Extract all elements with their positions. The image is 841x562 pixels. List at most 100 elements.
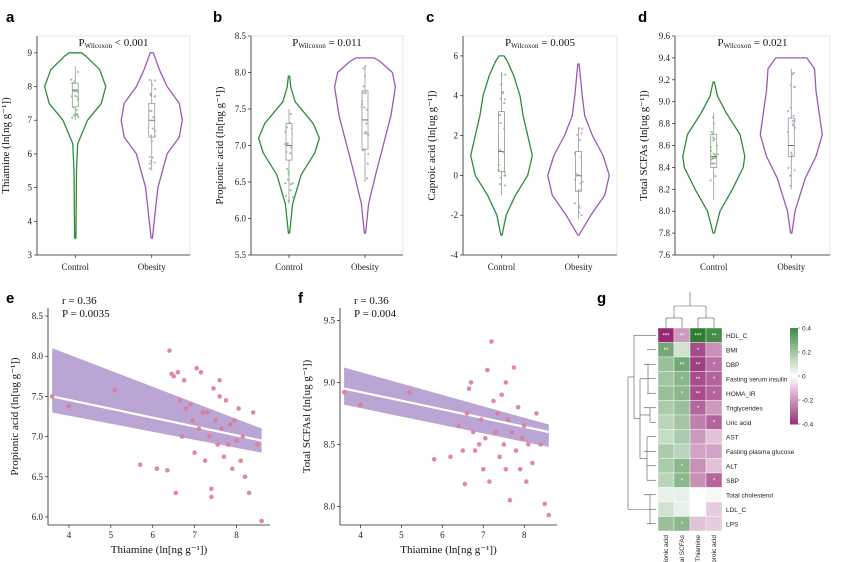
- scatter-point: [493, 429, 498, 435]
- scatter-point: [209, 486, 214, 492]
- scatter-point: [227, 422, 233, 427]
- scatter-point: [154, 466, 160, 472]
- y-tick-label: 5.5: [235, 250, 247, 260]
- jitter-point: [70, 78, 73, 81]
- jitter-point: [714, 156, 717, 160]
- row-label: Fasting serum insulin: [726, 376, 788, 383]
- column-label: Propionic acid: [663, 535, 670, 562]
- jitter-point: [148, 78, 151, 82]
- heatmap-cell: [705, 400, 723, 416]
- jitter-point: [789, 84, 792, 87]
- significance-mark: **: [712, 333, 717, 339]
- jitter-point: [576, 133, 579, 137]
- jitter-point: [286, 142, 289, 145]
- y-tick-label: 6: [454, 51, 459, 61]
- scatter-point: [509, 429, 515, 435]
- heatmap-cell: [705, 342, 723, 358]
- scatter-point: [171, 374, 176, 379]
- row-label: SBP: [726, 478, 739, 485]
- significance-mark: **: [680, 362, 685, 368]
- y-tick-label: 7.5: [32, 391, 44, 401]
- significance-mark: *: [713, 420, 716, 426]
- colorbar-tick-label: -0.4: [802, 422, 814, 429]
- scatter-chart-e: 4 5 6 7 8 6.0 6.5 7.0 7.5 8.0 8.5 r = 0.36P = 0.003…: [9, 295, 270, 556]
- scatter-point: [200, 410, 206, 415]
- scatter-point: [167, 348, 172, 353]
- jitter-point: [791, 119, 794, 123]
- colorbar-segment: [790, 334, 798, 337]
- jitter-point: [504, 184, 507, 187]
- colorbar-segment: [790, 390, 798, 393]
- scatter-point: [542, 501, 547, 507]
- scatter-point: [192, 450, 197, 456]
- colorbar-segment: [790, 368, 798, 371]
- scatter-point: [194, 366, 199, 371]
- jitter-point: [573, 202, 576, 205]
- jitter-point: [289, 112, 292, 116]
- jitter-point: [148, 167, 151, 170]
- scatter-point: [503, 380, 509, 385]
- correlation-p: P = 0.0035: [62, 308, 110, 320]
- scatter-point: [483, 435, 488, 441]
- jitter-point: [789, 106, 792, 109]
- correlation-r: r = 0.36: [62, 295, 97, 307]
- jitter-point: [499, 149, 502, 152]
- jitter-point: [76, 98, 79, 101]
- scatter-point: [175, 370, 181, 375]
- scatter-point: [49, 394, 55, 399]
- scatter-point: [358, 402, 363, 408]
- jitter-point: [712, 152, 715, 155]
- x-tick-label: Obesity: [565, 262, 593, 272]
- y-tick-label: 6: [28, 149, 33, 159]
- scatter-point: [204, 410, 210, 415]
- y-tick-label: 9.4: [659, 53, 671, 63]
- regression-line: [51, 395, 262, 442]
- scatter-point: [211, 386, 216, 391]
- colorbar-segment: [790, 358, 798, 361]
- colorbar-segment: [790, 348, 798, 351]
- row-label: HOMA_IR: [726, 391, 756, 398]
- scatter-point: [137, 462, 143, 468]
- heatmap-cell: [657, 501, 675, 517]
- heatmap-cell: [689, 516, 707, 532]
- heatmap-cell: [689, 414, 707, 430]
- jitter-point: [367, 152, 370, 156]
- jitter-point: [290, 127, 293, 130]
- scatter-point: [190, 418, 195, 423]
- scatter-point: [179, 434, 185, 439]
- scatter-point: [481, 466, 486, 472]
- colorbar-segment: [790, 346, 798, 349]
- panel-label-a: a: [6, 9, 15, 26]
- jitter-point: [362, 91, 365, 94]
- colorbar-segment: [790, 352, 798, 355]
- heatmap-cell: [657, 371, 675, 387]
- y-tick-label: -2: [451, 210, 459, 220]
- jitter-point: [786, 109, 790, 113]
- significance-mark: *: [697, 406, 700, 412]
- jitter-point: [793, 119, 797, 122]
- y-tick-label: 7.0: [32, 432, 44, 442]
- row-label: Triglycerides: [726, 405, 763, 412]
- jitter-point: [76, 70, 80, 74]
- scatter-point: [217, 378, 222, 383]
- heatmap-cell: [673, 501, 691, 517]
- jitter-point: [289, 152, 292, 155]
- jitter-point: [153, 161, 156, 164]
- y-tick-label: 8.0: [659, 206, 671, 216]
- scatter-point: [511, 365, 517, 370]
- scatter-point: [238, 458, 243, 464]
- jitter-point: [150, 109, 153, 113]
- scatter-point: [219, 426, 225, 431]
- y-tick-label: 8.4: [659, 162, 671, 172]
- jitter-point: [786, 130, 790, 133]
- colorbar-segment: [790, 420, 798, 423]
- heatmap-cell: [705, 487, 723, 503]
- jitter-point: [71, 81, 74, 85]
- scatter-point: [173, 490, 179, 496]
- x-tick-label: 8: [522, 530, 527, 540]
- scatter-point: [472, 448, 478, 453]
- colorbar-segment: [790, 394, 798, 397]
- y-tick-label: 8.0: [235, 68, 247, 78]
- jitter-point: [499, 176, 503, 179]
- jitter-point: [578, 211, 581, 214]
